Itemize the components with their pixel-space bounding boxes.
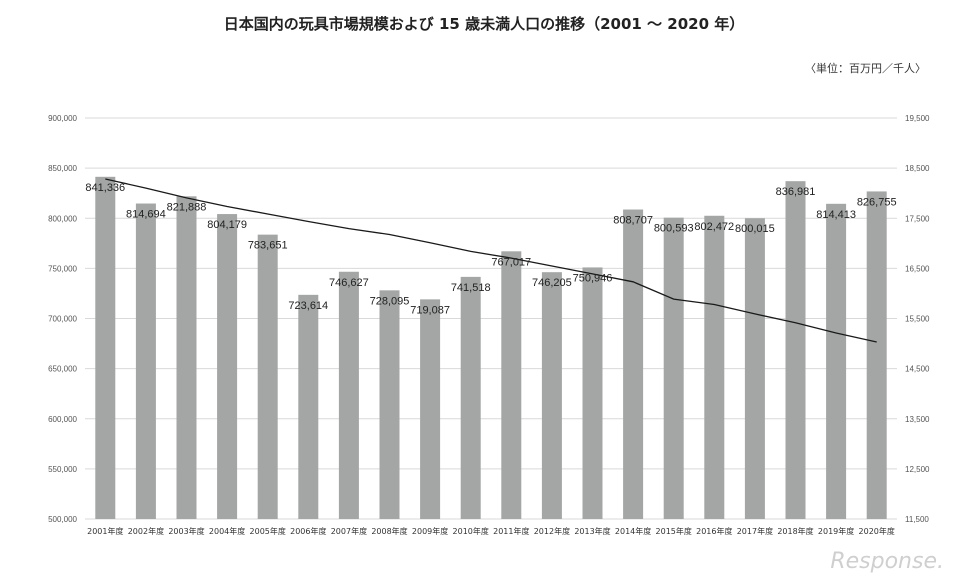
category-label: 2007年度 (331, 526, 367, 536)
category-label: 2016年度 (696, 526, 732, 536)
bar (460, 276, 481, 519)
bar-value-label: 728,095 (370, 295, 410, 307)
category-label: 2005年度 (250, 526, 286, 536)
left-tick-label: 650,000 (48, 365, 77, 374)
left-tick-label: 900,000 (48, 114, 77, 123)
bar-value-label: 814,694 (126, 209, 166, 221)
bar-value-label: 826,755 (857, 196, 897, 208)
bar (866, 191, 887, 520)
category-label: 2010年度 (453, 526, 489, 536)
category-label: 2015年度 (656, 526, 692, 536)
right-tick-label: 11,500 (905, 515, 929, 524)
left-tick-label: 750,000 (48, 264, 77, 273)
category-label: 2012年度 (534, 526, 570, 536)
category-label: 2018年度 (777, 526, 813, 536)
left-tick-label: 800,000 (48, 214, 77, 223)
bar (582, 267, 603, 519)
bar (176, 196, 197, 519)
bar (379, 290, 400, 519)
left-tick-label: 600,000 (48, 415, 77, 424)
right-tick-label: 18,500 (905, 164, 930, 173)
bar-value-label: 821,888 (167, 201, 207, 213)
category-label: 2013年度 (574, 526, 610, 536)
bar (420, 299, 441, 519)
bar-value-label: 746,627 (329, 277, 369, 289)
bar-value-label: 723,614 (288, 300, 328, 312)
bar (217, 214, 238, 519)
bar (826, 203, 847, 519)
bar-value-label: 750,946 (573, 272, 613, 284)
category-label: 2011年度 (493, 526, 529, 536)
category-label: 2020年度 (859, 526, 895, 536)
population-line (105, 178, 877, 343)
right-tick-label: 16,500 (905, 264, 930, 273)
bar-value-label: 800,593 (654, 223, 694, 235)
bar (704, 215, 725, 519)
bar (338, 271, 359, 519)
category-label: 2014年度 (615, 526, 651, 536)
bar-value-label: 802,472 (694, 221, 734, 233)
bar (623, 209, 644, 519)
category-label: 2006年度 (290, 526, 326, 536)
bar-value-label: 746,205 (532, 277, 572, 289)
bar-value-label: 767,017 (491, 256, 531, 268)
category-label: 2003年度 (168, 526, 204, 536)
bar (135, 203, 156, 519)
category-label: 2004年度 (209, 526, 245, 536)
category-label: 2001年度 (87, 526, 123, 536)
bar-value-label: 804,179 (207, 219, 247, 231)
unit-note: 〈単位：百万円／千人〉 (805, 62, 926, 75)
right-tick-label: 14,500 (905, 365, 930, 374)
category-axis: 2001年度 2002年度 2003年度 2004年度 2005年度 2006年度 2007… (87, 526, 895, 536)
bar-series (95, 176, 887, 520)
right-tick-label: 17,500 (905, 214, 930, 223)
right-tick-label: 13,500 (905, 415, 930, 424)
bar-value-label: 841,336 (85, 182, 125, 194)
bar (95, 176, 116, 519)
right-axis: 11,500 12,500 13,500 14,500 15,500 16,500 17,5… (905, 114, 930, 524)
bar (744, 218, 765, 519)
bar-value-label: 836,981 (776, 186, 816, 198)
bar-value-label: 808,707 (613, 215, 653, 227)
category-label: 2017年度 (737, 526, 773, 536)
bar-value-label: 814,413 (816, 209, 856, 221)
bar (257, 234, 278, 519)
line-series (105, 178, 877, 343)
bar-value-label: 800,015 (735, 223, 775, 235)
left-tick-label: 700,000 (48, 315, 77, 324)
category-label: 2019年度 (818, 526, 854, 536)
right-tick-label: 12,500 (905, 465, 930, 474)
bar-value-label: 719,087 (410, 304, 450, 316)
bar (541, 272, 562, 519)
bar-value-label: 741,518 (451, 282, 491, 294)
category-label: 2009年度 (412, 526, 448, 536)
bar-value-label: 783,651 (248, 240, 288, 252)
bar (663, 217, 684, 519)
left-tick-label: 550,000 (48, 465, 77, 474)
left-axis: 500,000 550,000 600,000 650,000 700,000 750,0… (48, 114, 77, 524)
right-tick-label: 15,500 (905, 315, 930, 324)
category-label: 2002年度 (128, 526, 164, 536)
category-label: 2008年度 (371, 526, 407, 536)
right-tick-label: 19,500 (905, 114, 930, 123)
bar (501, 251, 522, 519)
bar (785, 181, 806, 519)
left-tick-label: 500,000 (48, 515, 77, 524)
left-tick-label: 850,000 (48, 164, 77, 173)
bar (298, 294, 319, 519)
response-watermark: Response. (830, 549, 944, 574)
chart-title: 日本国内の玩具市場規模および 15 歳未満人口の推移（2001 ～ 2020 年… (223, 15, 745, 33)
